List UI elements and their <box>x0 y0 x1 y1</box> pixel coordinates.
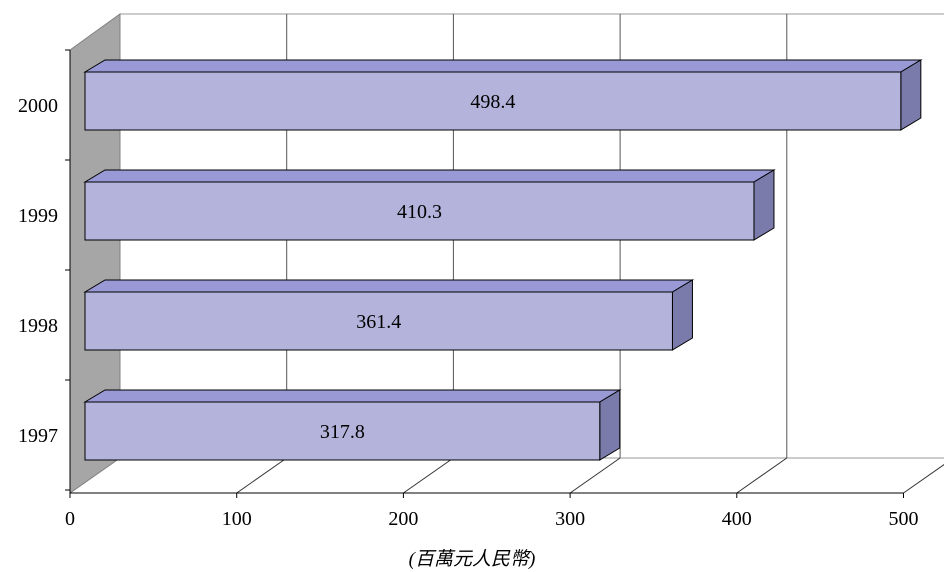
floor-line-100 <box>236 457 287 494</box>
bar-1998 <box>83 279 695 351</box>
bar-1999 <box>83 169 776 241</box>
bar-1997 <box>83 389 622 461</box>
floor-line-500 <box>903 464 944 494</box>
floor-line-300 <box>569 457 621 494</box>
category-labels: 2000 1999 1998 1997 <box>18 95 58 447</box>
x-axis-title: (百萬元人民幣) <box>409 549 536 570</box>
x-tick-label-400: 400 <box>722 508 752 530</box>
floor-line-200 <box>403 457 454 494</box>
x-tick-label-300: 300 <box>555 508 585 530</box>
category-label-1999: 1999 <box>18 205 58 227</box>
bar-front-face <box>84 71 902 131</box>
category-label-2000: 2000 <box>18 95 58 117</box>
bar-side-face <box>671 279 693 351</box>
bar-front-face <box>84 401 601 461</box>
x-tick-label-0: 0 <box>65 508 75 530</box>
data-label-1998: 361.4 <box>356 311 401 333</box>
x-tick-label-200: 200 <box>388 508 418 530</box>
bar-top-face <box>83 169 776 183</box>
floor-line-400 <box>736 457 788 494</box>
bar-top-face <box>83 59 923 73</box>
x-tick-label-500: 500 <box>889 508 919 530</box>
bar-front-face <box>84 181 755 241</box>
category-label-1998: 1998 <box>18 315 58 337</box>
data-label-1999: 410.3 <box>397 201 442 223</box>
bar-side-face <box>753 169 775 241</box>
data-labels: 498.4 410.3 361.4 317.8 <box>320 91 516 443</box>
bar-front-face <box>84 291 673 351</box>
bar-2000 <box>83 59 923 131</box>
axes <box>65 49 904 498</box>
x-tick-labels: 0 100 200 300 400 500 <box>65 508 919 530</box>
x-tick-label-100: 100 <box>222 508 252 530</box>
bar-side-face <box>599 389 621 461</box>
bar-top-face <box>83 389 622 403</box>
data-label-1997: 317.8 <box>320 421 365 443</box>
bar-top-face <box>83 279 695 293</box>
bars <box>83 59 923 461</box>
data-label-2000: 498.4 <box>470 91 515 113</box>
bar-side-face <box>900 59 922 131</box>
category-label-1997: 1997 <box>18 425 58 447</box>
